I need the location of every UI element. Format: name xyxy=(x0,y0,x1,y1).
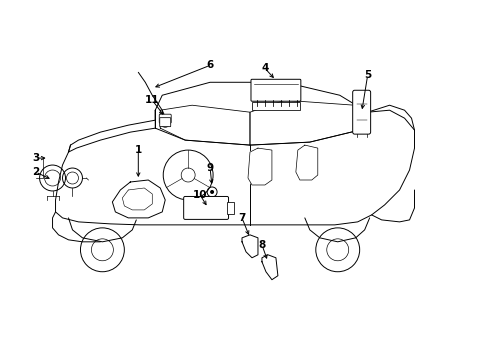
Circle shape xyxy=(210,190,214,194)
Polygon shape xyxy=(262,255,277,280)
Text: 8: 8 xyxy=(258,240,265,250)
Polygon shape xyxy=(242,235,258,258)
Text: 7: 7 xyxy=(238,213,245,223)
Text: 10: 10 xyxy=(192,190,207,200)
Text: 5: 5 xyxy=(363,70,370,80)
FancyBboxPatch shape xyxy=(352,90,370,134)
FancyBboxPatch shape xyxy=(183,197,228,219)
Text: 6: 6 xyxy=(206,60,213,70)
Polygon shape xyxy=(247,148,271,185)
Text: 1: 1 xyxy=(134,145,142,155)
FancyBboxPatch shape xyxy=(226,202,234,214)
Text: 11: 11 xyxy=(145,95,159,105)
Polygon shape xyxy=(295,145,317,180)
Polygon shape xyxy=(112,180,165,218)
Text: 4: 4 xyxy=(261,63,268,73)
Text: 3: 3 xyxy=(32,153,39,163)
Text: 9: 9 xyxy=(206,163,213,173)
FancyBboxPatch shape xyxy=(250,79,300,101)
FancyBboxPatch shape xyxy=(159,114,171,123)
FancyBboxPatch shape xyxy=(160,118,170,127)
FancyBboxPatch shape xyxy=(251,102,299,110)
Text: 2: 2 xyxy=(32,167,39,177)
